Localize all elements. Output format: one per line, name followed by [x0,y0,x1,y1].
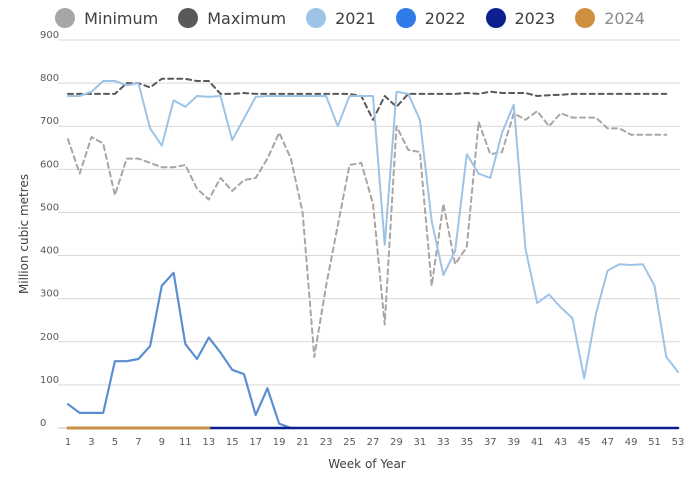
x-tick-label: 1 [65,437,71,448]
x-tick-label: 21 [296,437,309,448]
x-tick-label: 37 [484,437,497,448]
legend-item-2024: 2024 [575,8,645,28]
legend-label: Minimum [84,8,159,28]
x-tick-label: 49 [625,437,638,448]
series-line-minimum [67,110,668,358]
x-tick-label: 47 [601,437,614,448]
legend-label: Maximum [207,8,287,28]
x-tick-label: 9 [159,437,165,448]
x-tick-label: 51 [648,437,661,448]
x-tick-label: 33 [437,437,450,448]
legend-swatch [178,8,199,28]
x-tick-label: 3 [88,437,94,448]
y-tick-label: 500 [40,202,59,213]
legend-label: 2022 [424,8,466,28]
x-tick-label: 25 [343,437,356,448]
chart-legend: Minimum Maximum 2021 2022 2023 2024 [0,4,700,32]
x-tick-label: 7 [135,437,141,448]
y-tick-label: 900 [40,30,59,41]
legend-label: 2023 [514,8,556,28]
x-tick-label: 45 [578,437,591,448]
legend-label: 2021 [335,8,376,28]
legend-item-2023: 2023 [485,8,556,28]
series-line-2022 [66,271,292,430]
legend-swatch [485,8,506,28]
y-tick-label: 300 [40,289,59,300]
x-tick-label: 13 [202,437,215,448]
x-tick-label: 29 [390,437,403,448]
x-tick-label: 19 [273,437,286,448]
legend-label: 2024 [604,8,645,28]
y-tick-label: 100 [40,375,59,386]
legend-item-maximum: Maximum [178,8,286,28]
legend-swatch [395,8,416,28]
y-tick-label: 200 [40,332,59,343]
x-tick-label: 11 [179,437,192,448]
x-tick-label: 39 [507,437,520,448]
legend-swatch [575,8,596,28]
x-tick-label: 17 [249,437,262,448]
y-tick-label: 600 [40,159,59,170]
x-tick-label: 43 [554,437,567,448]
x-tick-label: 31 [414,437,427,448]
x-tick-label: 23 [320,437,333,448]
y-tick-label: 700 [40,116,59,127]
x-tick-label: 27 [367,437,380,448]
legend-swatch [55,8,76,28]
legend-item-2021: 2021 [306,8,376,28]
x-tick-label: 5 [112,437,118,448]
legend-swatch [306,8,327,28]
x-tick-label: 53 [672,437,685,448]
y-axis-title: Million cubic metres [17,174,31,294]
y-tick-label: 0 [40,418,46,429]
x-tick-label: 15 [226,437,239,448]
y-tick-label: 400 [40,246,59,257]
series-line-2021 [67,80,679,380]
x-tick-label: 35 [460,437,473,448]
x-tick-label: 41 [531,437,544,448]
legend-item-minimum: Minimum [55,8,158,28]
x-axis-title: Week of Year [328,457,406,471]
y-tick-label: 800 [40,73,59,84]
legend-item-2022: 2022 [395,8,466,28]
series-line-maximum [67,77,668,121]
